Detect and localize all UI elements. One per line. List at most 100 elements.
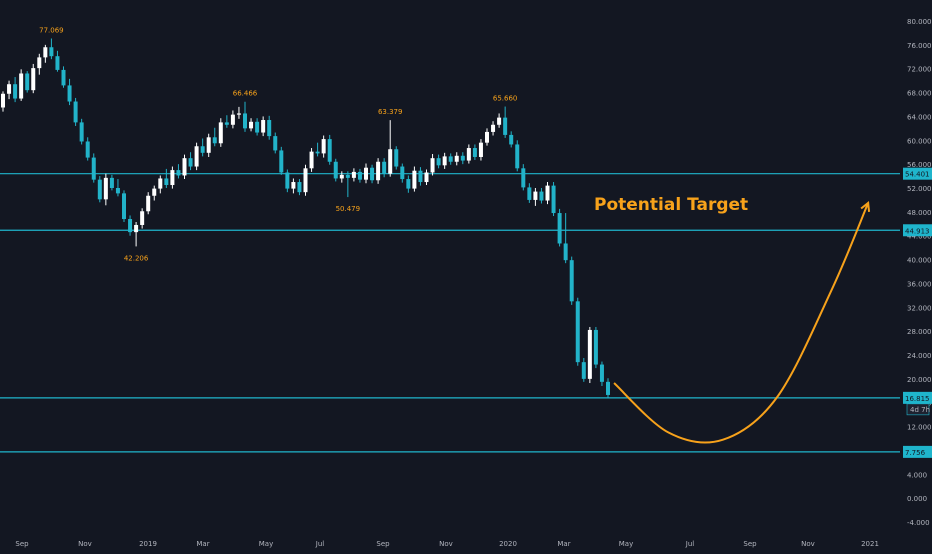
candle-body [273,136,278,151]
candle [527,183,532,203]
y-tick-label: 4.000 [907,471,927,479]
candle-body [315,151,320,154]
candle [91,153,96,183]
candle [61,66,66,88]
candle-body [67,85,72,102]
candle [79,118,84,145]
x-tick-label: Mar [196,540,209,548]
y-tick-label: 60.000 [907,137,932,145]
candle-body [321,139,326,154]
time-axis[interactable]: Sep Nov 2019 Mar May Jul Sep Nov 2020 Mar May Jul Se… [15,540,879,548]
candle [309,148,314,172]
x-tick-label: Sep [376,540,390,548]
candle [176,164,181,179]
x-tick-label: Sep [15,540,29,548]
candle [563,213,568,264]
y-tick-label: 36.000 [907,280,932,288]
candle [575,297,580,366]
countdown-tag [906,403,930,416]
candle [55,50,60,72]
level-price-tag [903,167,932,180]
x-tick-label: Nov [801,540,815,548]
level-price-label: 7.756 [905,449,926,457]
candle-body [85,141,90,158]
candle-body [43,47,48,58]
level-price-label: 54.401 [905,171,930,179]
x-tick-label: Sep [743,540,757,548]
candle [43,44,48,63]
candle-body [91,157,96,180]
candle-body [442,156,447,166]
candle-body [364,167,368,180]
projection-curve-line [613,202,870,444]
peak-label: 66.466 [233,90,258,98]
candle-body [569,260,574,302]
y-tick-label: 68.000 [907,90,932,98]
candle [394,146,399,170]
candle [279,146,284,175]
candle-body [376,161,381,181]
candle-body [25,73,30,91]
candle [164,168,169,188]
level-price-tag [903,445,932,458]
candle-body [388,149,393,174]
candle [218,118,223,147]
candle-body [418,170,423,183]
candle [109,174,114,191]
candle-body [394,149,399,167]
candle-body [285,172,290,189]
candle-body [587,329,592,379]
y-tick-label: 0.000 [907,495,927,503]
y-tick-label: 52.000 [907,185,932,193]
candle [134,221,139,247]
candle [503,106,508,138]
candle-body [7,84,12,94]
candle [243,101,247,132]
candle [382,158,387,178]
candle-body [170,170,175,186]
candle-body [345,174,350,178]
peak-labels: 77.069 42.206 66.466 50.479 63.379 65.660 [39,26,517,262]
candle-body [406,179,411,189]
candle-body [249,121,254,129]
candle [303,164,308,196]
candle [400,163,405,183]
y-tick-label: 48.000 [907,209,932,217]
candle [285,169,290,193]
candle [146,192,151,215]
candle [255,118,260,136]
candle-body [606,381,610,395]
price-axis[interactable]: 80.000 76.000 72.000 68.000 64.000 60.000 56.0… [903,18,932,527]
peak-label: 65.660 [493,95,518,103]
candle-body [1,93,5,108]
peak-label: 42.206 [124,254,149,262]
candle [418,167,423,186]
candle-body [400,166,405,180]
candle-body [497,117,502,125]
candle [128,215,133,236]
candle [521,164,526,191]
candle [73,97,78,126]
candle-body [503,117,508,135]
candle [460,152,465,165]
candle-body [73,101,78,123]
candle-body [557,213,562,244]
level-price-label: 16.815 [905,395,930,403]
candle [103,173,108,206]
candle-body [412,170,417,189]
y-tick-label: 44.000 [907,233,932,241]
candle [1,91,5,112]
candle [442,152,447,169]
candle [261,116,266,137]
candle-body [309,151,314,169]
countdown-label: 4d 7h [910,406,930,414]
level-price-tag [903,391,932,404]
candle-body [176,170,181,176]
candle-body [61,69,66,86]
candle-body [454,155,459,162]
peak-label: 50.479 [336,205,361,213]
candle [357,168,362,183]
candle-body [55,56,60,70]
